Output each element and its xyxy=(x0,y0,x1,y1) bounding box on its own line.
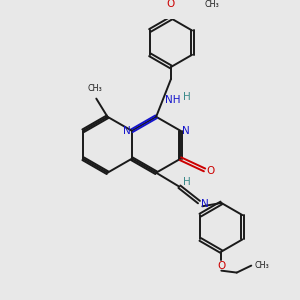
Text: CH₃: CH₃ xyxy=(254,261,269,270)
Text: NH: NH xyxy=(165,95,181,105)
Text: O: O xyxy=(167,0,175,9)
Text: O: O xyxy=(206,166,214,176)
Text: N: N xyxy=(201,199,209,209)
Text: O: O xyxy=(217,261,226,271)
Text: CH₃: CH₃ xyxy=(88,84,102,93)
Text: N: N xyxy=(123,126,131,136)
Text: H: H xyxy=(183,92,191,102)
Text: H: H xyxy=(183,177,191,187)
Text: N: N xyxy=(182,126,189,136)
Text: CH₃: CH₃ xyxy=(204,0,219,9)
